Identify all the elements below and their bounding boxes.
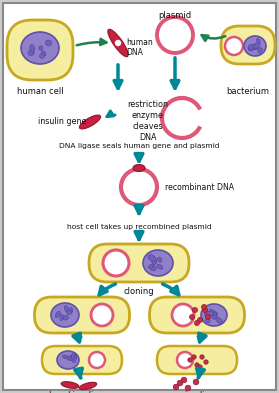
Ellipse shape <box>248 46 254 51</box>
Circle shape <box>189 314 194 320</box>
Text: bacterium: bacterium <box>227 87 270 96</box>
Ellipse shape <box>79 382 97 390</box>
Ellipse shape <box>205 311 209 317</box>
FancyBboxPatch shape <box>35 297 129 333</box>
Circle shape <box>204 360 208 364</box>
FancyBboxPatch shape <box>7 20 73 80</box>
Ellipse shape <box>148 255 156 262</box>
Ellipse shape <box>254 42 260 49</box>
FancyBboxPatch shape <box>150 297 244 333</box>
Circle shape <box>201 305 206 310</box>
Ellipse shape <box>69 308 73 312</box>
Circle shape <box>181 377 187 383</box>
Circle shape <box>198 318 203 323</box>
Circle shape <box>172 304 194 326</box>
Ellipse shape <box>67 310 72 314</box>
FancyBboxPatch shape <box>42 346 122 374</box>
FancyBboxPatch shape <box>3 3 276 390</box>
Ellipse shape <box>158 257 162 262</box>
Circle shape <box>177 352 193 368</box>
Ellipse shape <box>201 304 227 326</box>
Ellipse shape <box>61 382 79 388</box>
Ellipse shape <box>216 318 223 324</box>
Circle shape <box>173 384 179 390</box>
Ellipse shape <box>66 356 71 360</box>
FancyBboxPatch shape <box>89 244 189 282</box>
Circle shape <box>193 379 199 385</box>
Ellipse shape <box>55 311 60 318</box>
Circle shape <box>206 314 210 320</box>
Ellipse shape <box>212 312 218 319</box>
Ellipse shape <box>209 309 217 316</box>
Ellipse shape <box>45 40 52 46</box>
Text: DNA ligase seals human gene and plasmid: DNA ligase seals human gene and plasmid <box>59 143 219 149</box>
Ellipse shape <box>152 259 157 264</box>
Ellipse shape <box>69 354 76 361</box>
Text: recombinant DNA: recombinant DNA <box>165 182 234 191</box>
Ellipse shape <box>40 53 45 58</box>
Ellipse shape <box>28 50 34 55</box>
Ellipse shape <box>21 32 59 64</box>
Ellipse shape <box>60 314 63 321</box>
Ellipse shape <box>64 305 68 312</box>
Ellipse shape <box>30 44 35 52</box>
Circle shape <box>194 321 199 325</box>
Circle shape <box>200 355 204 359</box>
Circle shape <box>91 304 113 326</box>
Circle shape <box>225 37 243 55</box>
Ellipse shape <box>151 266 156 271</box>
Ellipse shape <box>108 29 128 57</box>
Circle shape <box>188 358 192 362</box>
Circle shape <box>177 380 183 386</box>
Circle shape <box>89 352 105 368</box>
Ellipse shape <box>72 355 76 363</box>
Ellipse shape <box>206 319 210 323</box>
Ellipse shape <box>39 46 43 50</box>
Text: human
DNA: human DNA <box>126 38 153 57</box>
Circle shape <box>121 169 157 205</box>
Ellipse shape <box>51 303 79 327</box>
Ellipse shape <box>70 355 74 359</box>
Ellipse shape <box>133 165 145 171</box>
Circle shape <box>185 385 191 391</box>
Ellipse shape <box>57 351 79 369</box>
Ellipse shape <box>258 48 262 53</box>
Text: plasmid: plasmid <box>158 11 192 20</box>
Ellipse shape <box>143 250 173 276</box>
Ellipse shape <box>248 44 257 50</box>
Ellipse shape <box>72 353 75 359</box>
Ellipse shape <box>42 51 46 56</box>
Circle shape <box>103 250 129 276</box>
Circle shape <box>116 40 121 46</box>
Text: host cell takes up recombined plasmid: host cell takes up recombined plasmid <box>67 224 211 230</box>
Text: insulin gene: insulin gene <box>38 118 86 127</box>
Ellipse shape <box>148 264 154 268</box>
Ellipse shape <box>157 264 163 269</box>
Circle shape <box>198 365 202 369</box>
Text: restriction
enzyme
cleaves
DNA: restriction enzyme cleaves DNA <box>128 100 169 142</box>
Ellipse shape <box>206 312 214 316</box>
Ellipse shape <box>63 316 68 320</box>
Text: human cell: human cell <box>17 87 63 96</box>
Text: cloning: cloning <box>124 286 154 296</box>
Text: insulin: insulin <box>184 391 210 393</box>
Ellipse shape <box>256 39 260 43</box>
Text: cloned insulin gene: cloned insulin gene <box>45 391 119 393</box>
Circle shape <box>193 307 198 312</box>
Circle shape <box>192 355 196 359</box>
Ellipse shape <box>80 115 101 129</box>
Ellipse shape <box>62 355 66 358</box>
FancyBboxPatch shape <box>157 346 237 374</box>
Circle shape <box>195 363 199 367</box>
Circle shape <box>157 17 193 53</box>
Ellipse shape <box>244 36 266 56</box>
FancyBboxPatch shape <box>221 26 275 64</box>
Ellipse shape <box>252 44 258 50</box>
Circle shape <box>203 307 208 312</box>
